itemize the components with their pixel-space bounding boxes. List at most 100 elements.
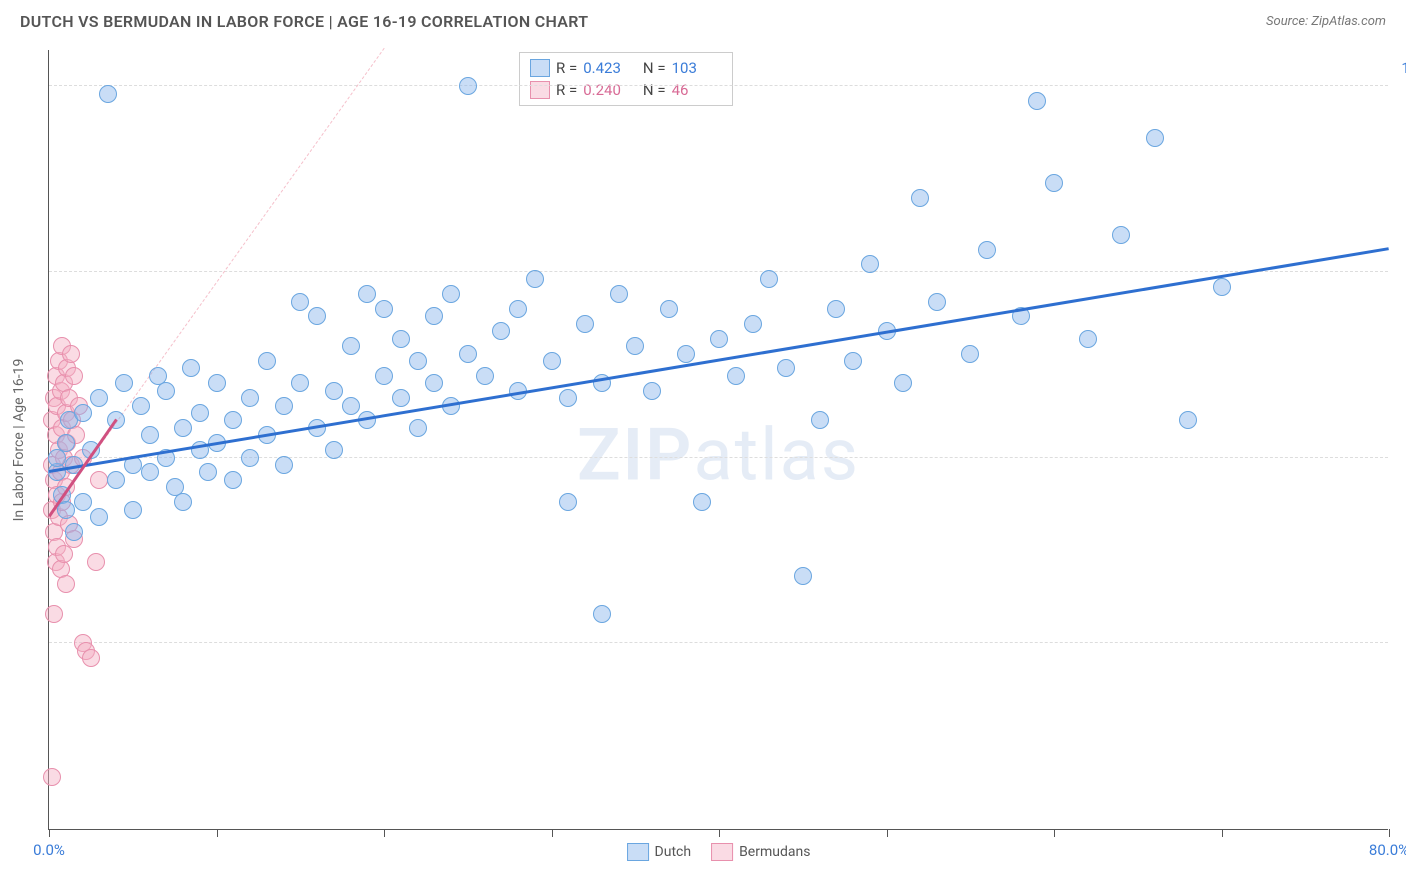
correlation-stats-box: R =0.423 N =103R =0.240 N =46 (519, 52, 733, 106)
x-tick (217, 829, 218, 837)
data-point-dutch (141, 426, 159, 444)
data-point-dutch (124, 501, 142, 519)
data-point-dutch (626, 337, 644, 355)
data-point-dutch (911, 189, 929, 207)
r-label: R = (556, 81, 577, 99)
data-point-bermudans (82, 649, 100, 667)
gridline (49, 642, 1388, 643)
x-tick (384, 829, 385, 837)
data-point-dutch (1112, 226, 1130, 244)
data-point-dutch (1179, 411, 1197, 429)
data-point-dutch (90, 389, 108, 407)
legend-label: Bermudans (739, 844, 810, 860)
data-point-dutch (392, 389, 410, 407)
data-point-dutch (576, 315, 594, 333)
data-point-dutch (90, 508, 108, 526)
data-point-bermudans (43, 768, 61, 786)
legend-swatch (627, 843, 649, 861)
series-legend: Dutch Bermudans (627, 843, 811, 861)
data-point-dutch (291, 293, 309, 311)
series-swatch (530, 81, 550, 99)
data-point-dutch (744, 315, 762, 333)
data-point-dutch (342, 397, 360, 415)
x-tick-label: 0.0% (33, 841, 65, 859)
data-point-dutch (559, 493, 577, 511)
data-point-dutch (241, 449, 259, 467)
data-point-dutch (559, 389, 577, 407)
data-point-dutch (358, 285, 376, 303)
data-point-bermudans (57, 575, 75, 593)
data-point-dutch (777, 359, 795, 377)
stats-row: R =0.240 N =46 (530, 79, 722, 101)
data-point-dutch (425, 374, 443, 392)
data-point-dutch (308, 307, 326, 325)
data-point-dutch (928, 293, 946, 311)
data-point-dutch (660, 300, 678, 318)
gridline (49, 85, 1388, 86)
data-point-dutch (224, 411, 242, 429)
data-point-dutch (710, 330, 728, 348)
data-point-dutch (593, 605, 611, 623)
legend-swatch (711, 843, 733, 861)
data-point-bermudans (65, 367, 83, 385)
data-point-dutch (275, 456, 293, 474)
data-point-dutch (174, 493, 192, 511)
legend-item-dutch: Dutch (627, 843, 692, 861)
chart-header: DUTCH VS BERMUDAN IN LABOR FORCE | AGE 1… (0, 0, 1406, 39)
data-point-dutch (182, 359, 200, 377)
r-label: R = (556, 59, 577, 77)
data-point-dutch (894, 374, 912, 392)
legend-label: Dutch (655, 844, 692, 860)
x-tick-label: 80.0% (1369, 841, 1406, 859)
data-point-dutch (459, 345, 477, 363)
x-tick (1222, 829, 1223, 837)
chart-title: DUTCH VS BERMUDAN IN LABOR FORCE | AGE 1… (20, 12, 588, 31)
data-point-dutch (375, 367, 393, 385)
series-swatch (530, 59, 550, 77)
data-point-dutch (1146, 129, 1164, 147)
data-point-dutch (543, 352, 561, 370)
source-label: Source: ZipAtlas.com (1266, 14, 1386, 29)
n-value: 103 (672, 59, 722, 77)
gridline (49, 271, 1388, 272)
data-point-dutch (1045, 174, 1063, 192)
r-value: 0.423 (583, 59, 633, 77)
data-point-dutch (844, 352, 862, 370)
data-point-dutch (325, 441, 343, 459)
data-point-dutch (961, 345, 979, 363)
data-point-dutch (74, 404, 92, 422)
legend-item-bermudans: Bermudans (711, 843, 810, 861)
data-point-dutch (459, 77, 477, 95)
n-label: N = (639, 59, 665, 77)
y-tick-label: 100.0% (1401, 59, 1406, 77)
data-point-dutch (99, 85, 117, 103)
data-point-dutch (275, 397, 293, 415)
data-point-dutch (677, 345, 695, 363)
data-point-dutch (492, 322, 510, 340)
data-point-dutch (827, 300, 845, 318)
data-point-dutch (409, 352, 427, 370)
data-point-dutch (476, 367, 494, 385)
data-point-dutch (526, 270, 544, 288)
data-point-dutch (342, 337, 360, 355)
data-point-dutch (224, 471, 242, 489)
y-axis-label: In Labor Force | Age 16-19 (11, 358, 27, 521)
data-point-dutch (291, 374, 309, 392)
data-point-dutch (811, 411, 829, 429)
data-point-dutch (727, 367, 745, 385)
stats-row: R = 0.423 N = 103 (530, 57, 722, 79)
x-tick (719, 829, 720, 837)
trend-line (49, 247, 1389, 472)
data-point-dutch (107, 471, 125, 489)
data-point-dutch (258, 352, 276, 370)
data-point-dutch (174, 419, 192, 437)
data-point-dutch (115, 374, 133, 392)
data-point-bermudans (87, 553, 105, 571)
n-value: 46 (672, 81, 722, 99)
n-label: N = (639, 81, 665, 99)
data-point-dutch (199, 463, 217, 481)
data-point-dutch (1213, 278, 1231, 296)
data-point-dutch (208, 374, 226, 392)
x-tick (887, 829, 888, 837)
data-point-dutch (610, 285, 628, 303)
